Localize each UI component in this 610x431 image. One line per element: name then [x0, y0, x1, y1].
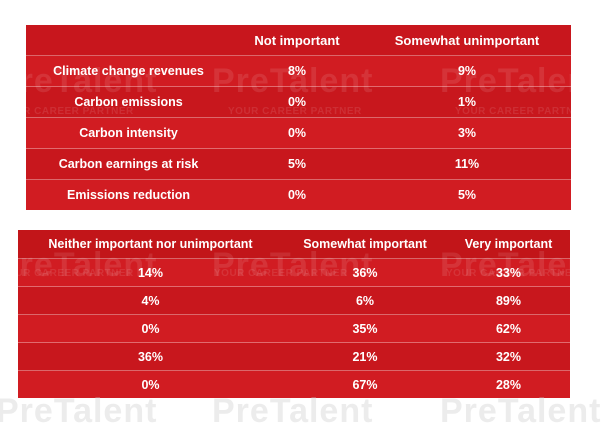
table-cell: 89%	[447, 286, 570, 315]
table-row: Climate change revenues 8% 9%	[26, 55, 571, 87]
row-label: Climate change revenues	[26, 55, 231, 87]
table-cell: 4%	[18, 286, 283, 315]
row-label: Emissions reduction	[26, 179, 231, 210]
table-cell: 0%	[231, 179, 363, 210]
table-header-cell: Neither important nor unimportant	[18, 230, 283, 259]
table-header-cell: Somewhat important	[283, 230, 447, 259]
table-row: Emissions reduction 0% 5%	[26, 179, 571, 210]
table-header-row: Not important Somewhat unimportant	[26, 25, 571, 56]
table-cell: 5%	[363, 179, 571, 210]
table-row: 4% 6% 89%	[18, 286, 570, 315]
table-row: Carbon earnings at risk 5% 11%	[26, 148, 571, 180]
table-row: Carbon intensity 0% 3%	[26, 117, 571, 149]
table-row: 14% 36% 33%	[18, 258, 570, 287]
table-cell: 1%	[363, 86, 571, 118]
table-cell: 6%	[283, 286, 447, 315]
table-cell: 0%	[231, 117, 363, 149]
table-cell: 67%	[283, 370, 447, 398]
table-cell: 0%	[18, 370, 283, 398]
table-cell: 33%	[447, 258, 570, 287]
table-cell: 0%	[18, 314, 283, 343]
table-importance-low: Not important Somewhat unimportant Clima…	[26, 25, 571, 210]
table-row: 36% 21% 32%	[18, 342, 570, 371]
row-label: Carbon emissions	[26, 86, 231, 118]
row-label: Carbon earnings at risk	[26, 148, 231, 180]
table-cell: 11%	[363, 148, 571, 180]
table-row: 0% 67% 28%	[18, 370, 570, 398]
table-cell: 36%	[283, 258, 447, 287]
table-cell: 28%	[447, 370, 570, 398]
table-header-cell: Somewhat unimportant	[363, 25, 571, 56]
table-importance-high: Neither important nor unimportant Somewh…	[18, 230, 570, 398]
table-cell: 62%	[447, 314, 570, 343]
table-cell: 21%	[283, 342, 447, 371]
table-cell: 0%	[231, 86, 363, 118]
table-header-row: Neither important nor unimportant Somewh…	[18, 230, 570, 259]
table-cell: 35%	[283, 314, 447, 343]
table-cell: 14%	[18, 258, 283, 287]
table-cell: 8%	[231, 55, 363, 87]
table-cell: 5%	[231, 148, 363, 180]
table-header-cell: Not important	[231, 25, 363, 56]
table-cell: 9%	[363, 55, 571, 87]
table-cell: 3%	[363, 117, 571, 149]
table-row: 0% 35% 62%	[18, 314, 570, 343]
row-label: Carbon intensity	[26, 117, 231, 149]
table-cell: 36%	[18, 342, 283, 371]
table-row: Carbon emissions 0% 1%	[26, 86, 571, 118]
table-header-cell	[26, 25, 231, 56]
table-cell: 32%	[447, 342, 570, 371]
table-header-cell: Very important	[447, 230, 570, 259]
